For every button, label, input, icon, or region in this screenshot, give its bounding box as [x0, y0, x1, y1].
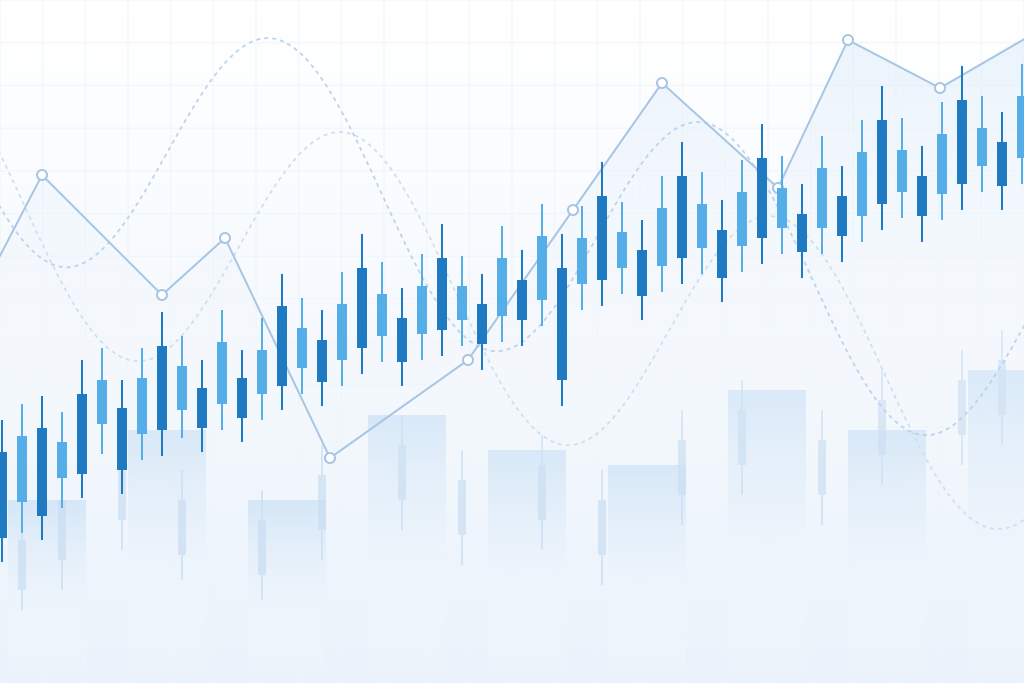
candlestick-chart — [0, 0, 1024, 683]
